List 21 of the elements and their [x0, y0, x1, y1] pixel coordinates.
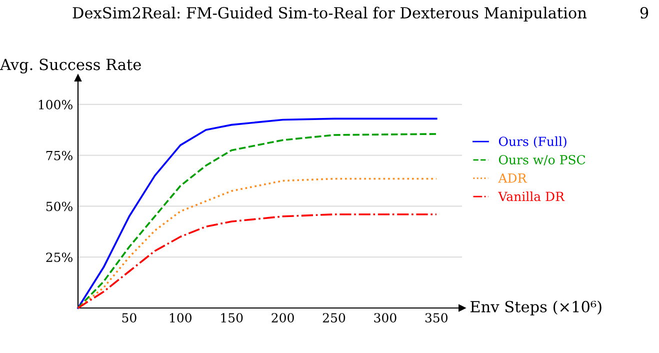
- line-series: [77, 178, 438, 309]
- x-tick-label: 350: [425, 313, 448, 323]
- x-tick-label: 200: [272, 313, 294, 323]
- x-tick-label: 250: [322, 313, 346, 323]
- y-tick-label: 50%: [46, 202, 72, 212]
- legend-label: ADR: [498, 174, 528, 183]
- legend-label: Ours (Full): [498, 136, 566, 148]
- x-tick-label: 50: [122, 313, 136, 323]
- legend-label: Vanilla DR: [498, 191, 565, 202]
- x-tick-label: 150: [221, 313, 243, 323]
- y-axis-title: Avg. Success Rate: [0, 58, 141, 74]
- text: 9: [640, 6, 648, 19]
- legend-label: Ours w/o PSC: [498, 155, 586, 166]
- y-tick-label: 25%: [46, 252, 72, 262]
- text: DexSim2Real: FM-Guided Sim-to-Real for Dexterous Manipulation: [72, 6, 587, 22]
- line-series: [77, 213, 438, 309]
- x-tick-label: 300: [374, 313, 396, 323]
- x-tick-label: 100: [170, 313, 192, 323]
- y-tick-label: 75%: [46, 150, 72, 160]
- x-axis-title: Env Steps (×10⁶): [470, 300, 602, 316]
- y-tick-label: 100%: [38, 100, 72, 110]
